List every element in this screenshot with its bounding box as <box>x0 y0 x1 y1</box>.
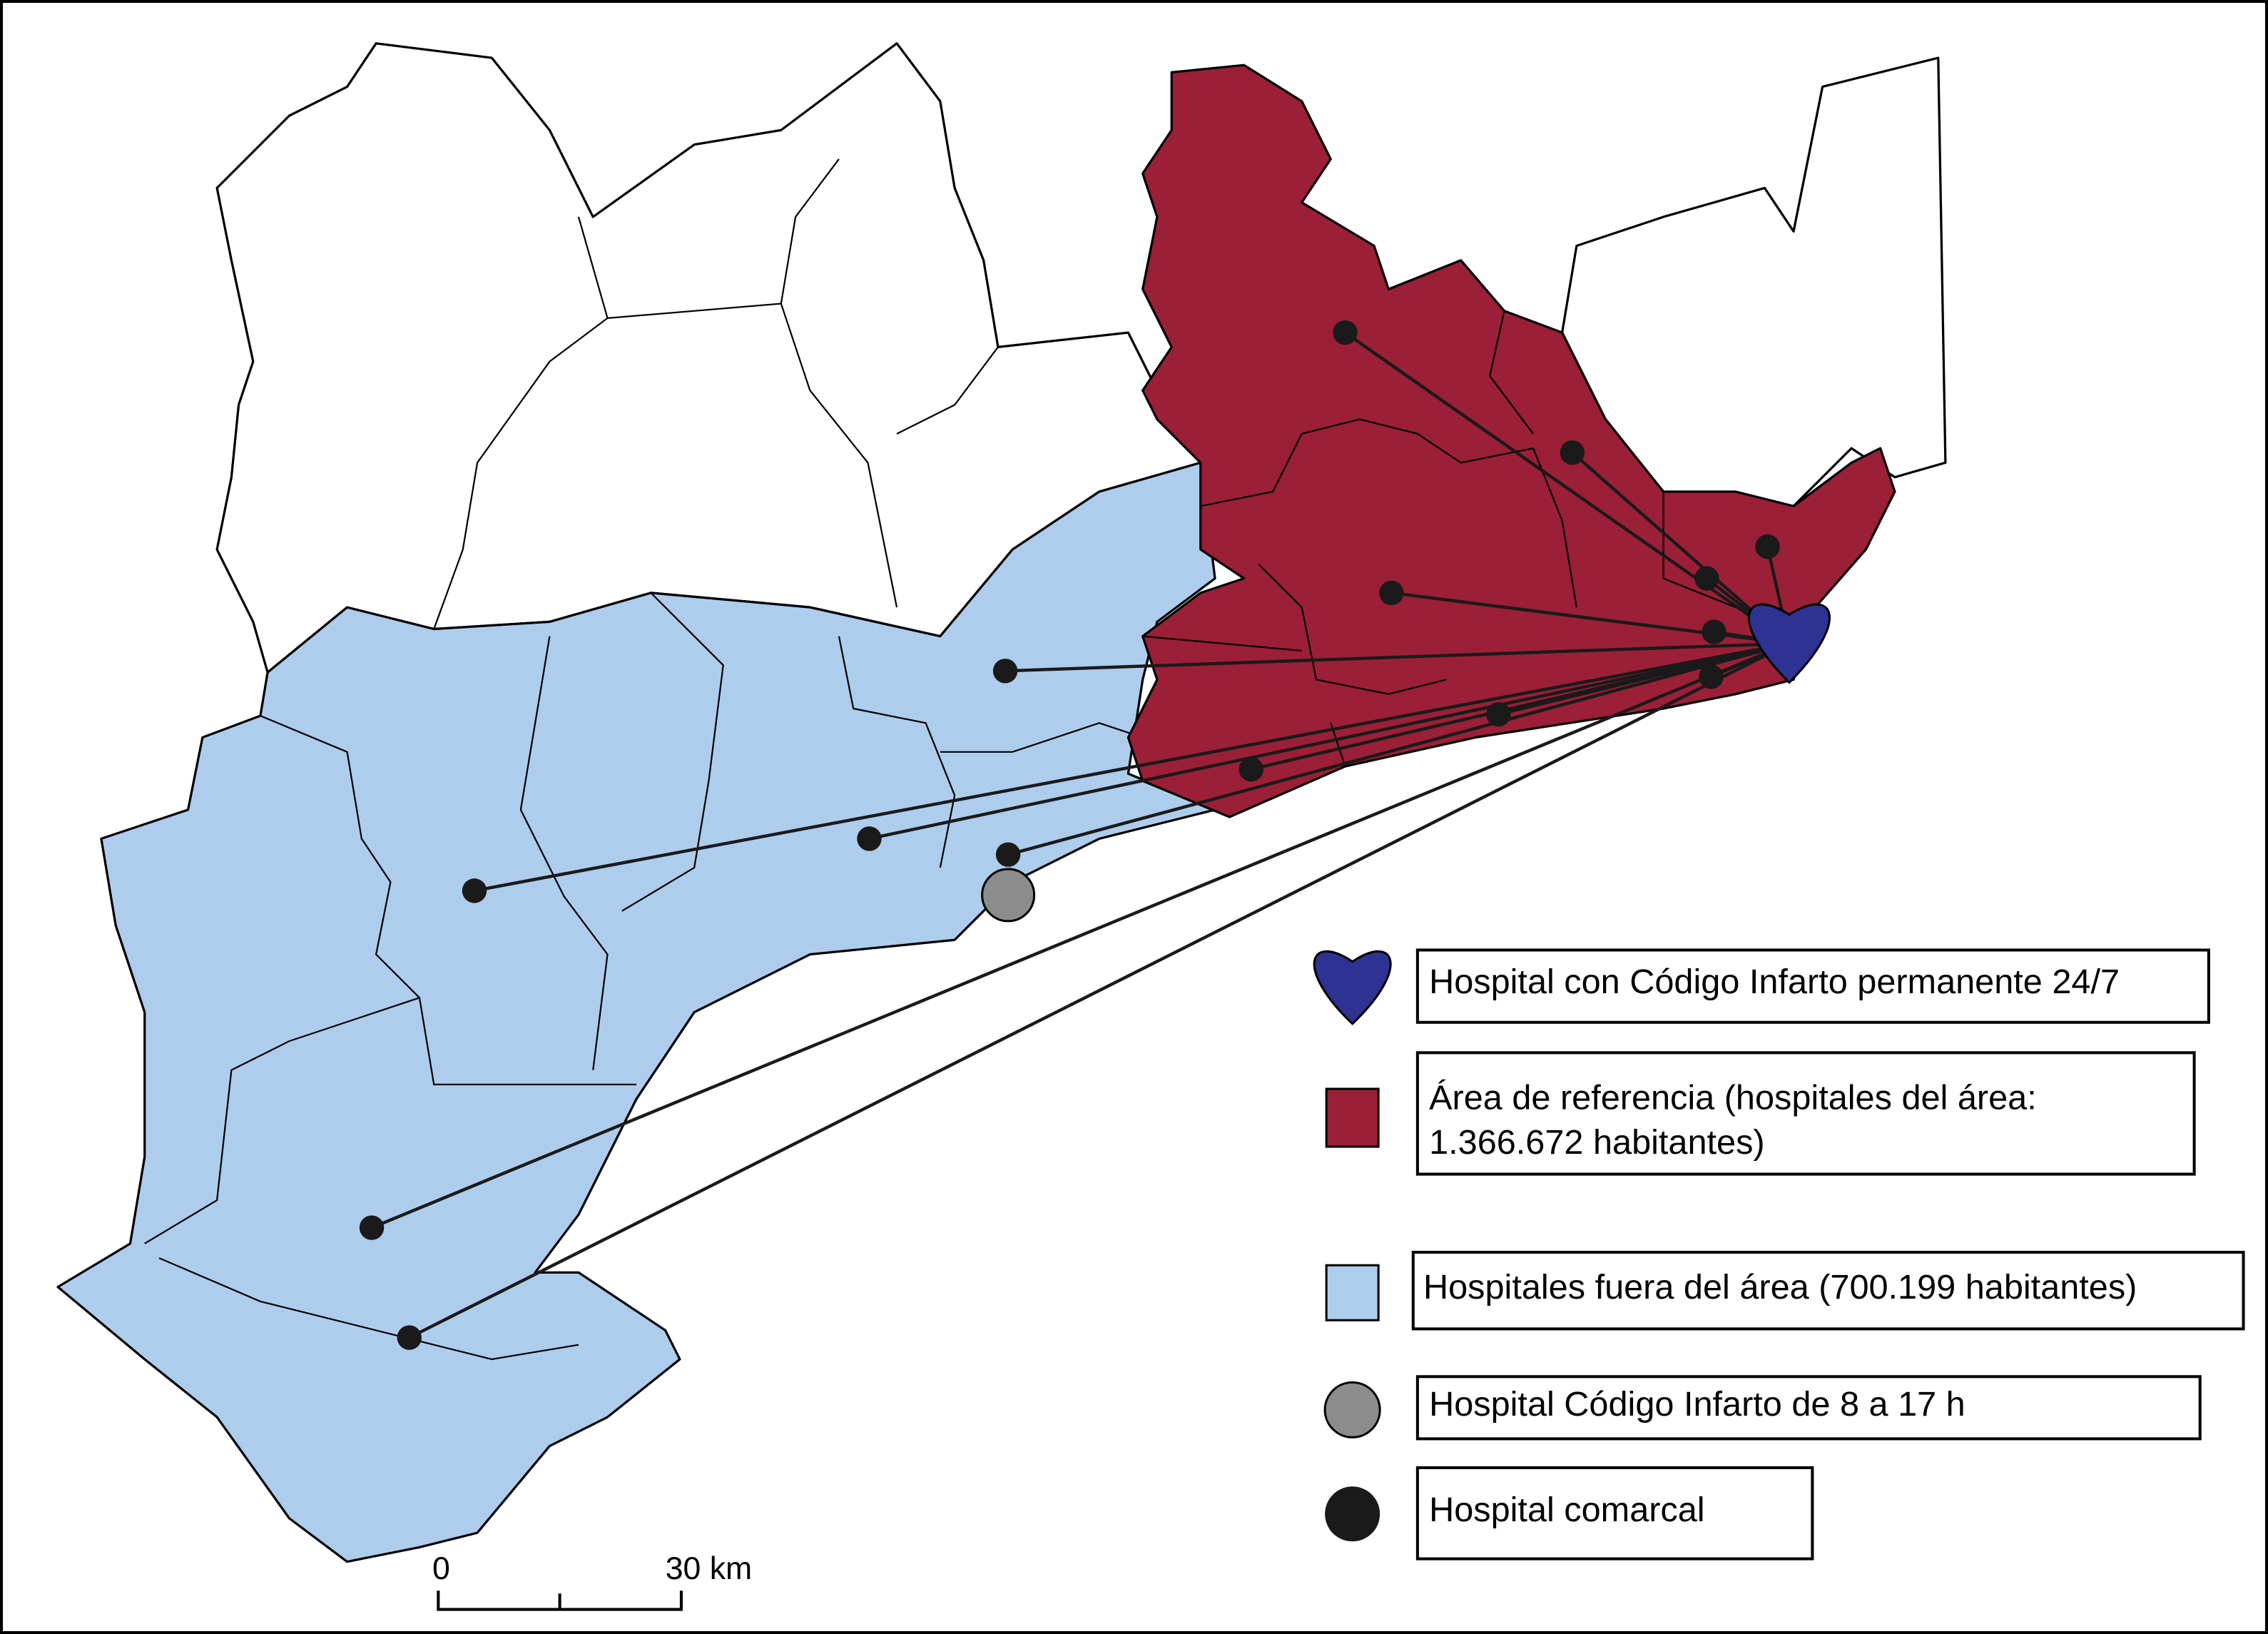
hospital-dot <box>1239 756 1263 782</box>
hospital-dot <box>995 842 1021 867</box>
legend-black-dot <box>1325 1486 1380 1542</box>
referral-line <box>1005 641 1790 673</box>
legend-gray-dot <box>1323 1381 1381 1438</box>
scale-line <box>437 1590 683 1611</box>
hospital-dot <box>462 878 487 903</box>
legend-label: Área de referencia (hospitales del área: <box>1429 1078 2037 1117</box>
legend-heart <box>1313 950 1392 1025</box>
referral-line <box>371 641 1790 1229</box>
legend-label: Hospitales fuera del área (700.199 habit… <box>1423 1268 2137 1306</box>
hospital-dot <box>1755 534 1780 559</box>
legend-label: 1.366.672 habitantes) <box>1429 1123 1765 1162</box>
referral-line <box>408 641 1790 1339</box>
scale-label: 0 <box>432 1551 450 1586</box>
legend-label: Hospital Código Infarto de 8 a 17 h <box>1429 1385 1966 1424</box>
hospital-dot <box>1702 619 1727 644</box>
legend-box <box>1415 1375 2202 1441</box>
hospital-dot <box>1379 580 1404 606</box>
hospital-dot <box>1699 664 1724 689</box>
hospital-dot <box>992 659 1018 684</box>
referral-line <box>1344 331 1791 645</box>
hospital-dot <box>1694 566 1719 591</box>
referral-line <box>1007 641 1790 856</box>
hospital-24-7-marker <box>1748 603 1831 684</box>
hospitals <box>359 320 1780 1350</box>
hospital-dot <box>1486 701 1511 727</box>
legend: Hospital con Código Infarto permanente 2… <box>1313 948 2245 1561</box>
legend-box <box>1411 1250 2245 1331</box>
hospital-gray-dot <box>981 868 1036 923</box>
legend-box <box>1415 1466 1814 1561</box>
hospital-dot <box>359 1215 385 1240</box>
region-border <box>433 158 999 629</box>
scale-label: 30 km <box>666 1551 752 1586</box>
scale-bar: 0 30 km <box>432 1551 752 1611</box>
legend-swatch <box>1325 1264 1380 1321</box>
region-border <box>1142 310 1736 767</box>
region-outside-area <box>56 461 1216 1563</box>
referral-line <box>474 641 1790 893</box>
hospital-dot <box>1333 320 1358 345</box>
legend-swatch <box>1325 1087 1380 1148</box>
legend-label: Hospital comarcal <box>1429 1491 1705 1529</box>
legend-box <box>1415 1051 2196 1176</box>
legend-box <box>1415 948 2210 1024</box>
referral-line <box>1251 641 1790 771</box>
hospital-dot <box>1560 440 1585 465</box>
hospital-dot <box>397 1325 422 1350</box>
referral-line <box>869 641 1790 841</box>
legend-label: Hospital con Código Infarto permanente 2… <box>1429 963 2120 1001</box>
hospital-dot <box>857 826 882 851</box>
